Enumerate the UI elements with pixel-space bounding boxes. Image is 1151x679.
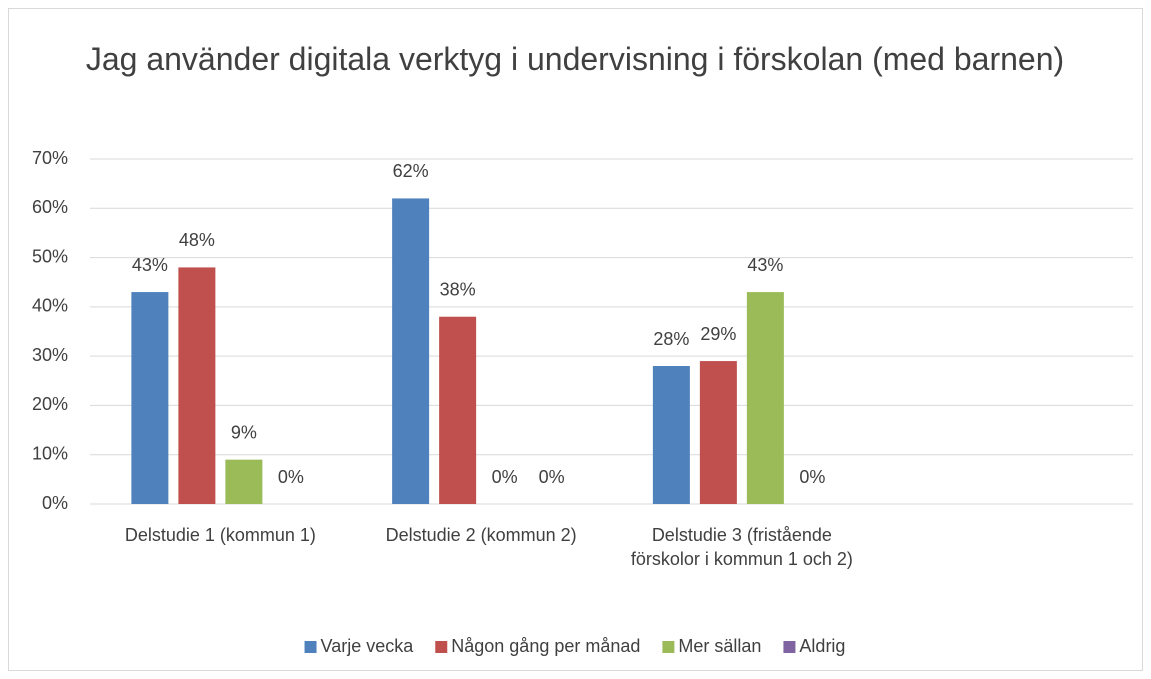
bar <box>699 361 737 504</box>
data-label: 29% <box>700 324 736 344</box>
bar <box>392 198 430 504</box>
data-label: 38% <box>440 279 476 299</box>
y-tick-label: 30% <box>32 345 68 365</box>
y-tick-label: 20% <box>32 394 68 414</box>
x-tick-label: Delstudie 1 (kommun 1) <box>125 525 316 545</box>
legend-label: Någon gång per månad <box>451 636 640 656</box>
y-tick-label: 60% <box>32 197 68 217</box>
legend-swatch <box>435 641 448 653</box>
data-label: 0% <box>799 467 825 487</box>
y-tick-label: 50% <box>32 246 68 266</box>
chart-title: Jag använder digitala verktyg i undervis… <box>86 41 1064 77</box>
legend-swatch <box>783 641 796 653</box>
x-tick-label: Delstudie 2 (kommun 2) <box>386 525 577 545</box>
legend-label: Mer sällan <box>678 636 761 656</box>
data-label: 9% <box>231 422 257 442</box>
bar <box>225 459 263 504</box>
legend-swatch <box>304 641 317 653</box>
data-label: 43% <box>747 255 783 275</box>
bar <box>652 366 690 504</box>
bar <box>746 292 784 504</box>
y-tick-label: 40% <box>32 296 68 316</box>
data-label: 48% <box>179 230 215 250</box>
data-label: 28% <box>653 329 689 349</box>
data-label: 0% <box>278 467 304 487</box>
y-tick-label: 10% <box>32 443 68 463</box>
x-tick-label: Delstudie 3 (fristående förskolor i kommu… <box>631 525 853 569</box>
y-tick-label: 0% <box>42 493 68 513</box>
legend-label: Varje vecka <box>321 636 415 656</box>
bar <box>131 292 169 504</box>
legend-swatch <box>662 641 675 653</box>
data-label: 0% <box>492 467 518 487</box>
data-label: 62% <box>393 161 429 181</box>
bar <box>178 267 216 504</box>
data-label: 0% <box>539 467 565 487</box>
legend-label: Aldrig <box>799 636 845 656</box>
bar <box>439 316 477 504</box>
y-tick-label: 70% <box>32 148 68 168</box>
data-label: 43% <box>132 255 168 275</box>
